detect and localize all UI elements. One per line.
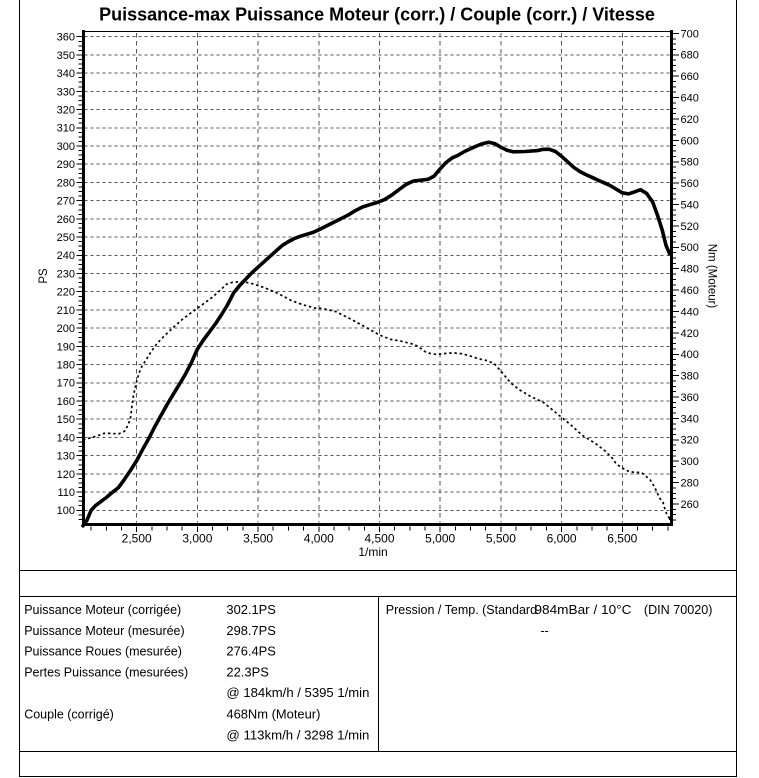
svg-text:170: 170: [57, 378, 75, 390]
svg-text:680: 680: [681, 50, 699, 62]
svg-text:140: 140: [57, 432, 75, 444]
svg-text:360: 360: [57, 32, 75, 44]
svg-text:984mBar / 10°C: 984mBar / 10°C: [535, 603, 632, 617]
svg-text:190: 190: [57, 341, 75, 353]
svg-text:6,500: 6,500: [607, 532, 637, 546]
svg-text:150: 150: [57, 414, 75, 426]
svg-text:3,000: 3,000: [182, 532, 212, 546]
svg-text:380: 380: [681, 371, 699, 383]
svg-text:620: 620: [681, 114, 699, 126]
svg-text:298.7PS: 298.7PS: [226, 624, 276, 638]
svg-text:660: 660: [681, 71, 699, 83]
svg-text:Couple (corrigé): Couple (corrigé): [24, 707, 114, 721]
svg-text:Puissance Roues (mesurée): Puissance Roues (mesurée): [24, 645, 182, 659]
svg-text:520: 520: [681, 221, 699, 233]
svg-text:320: 320: [681, 435, 699, 447]
svg-text:22.3PS: 22.3PS: [226, 665, 269, 679]
svg-text:PS: PS: [38, 268, 50, 284]
svg-text:240: 240: [57, 250, 75, 262]
svg-text:5,500: 5,500: [486, 532, 516, 546]
svg-text:100: 100: [57, 505, 75, 517]
svg-text:210: 210: [57, 305, 75, 317]
svg-text:350: 350: [57, 50, 75, 62]
svg-text:580: 580: [681, 157, 699, 169]
svg-text:1/min: 1/min: [358, 545, 387, 559]
svg-text:160: 160: [57, 396, 75, 408]
svg-text:Nm (Moteur): Nm (Moteur): [706, 244, 718, 309]
svg-text:560: 560: [681, 178, 699, 190]
svg-text:280: 280: [681, 478, 699, 490]
svg-text:468Nm (Moteur): 468Nm (Moteur): [226, 707, 320, 721]
svg-text:4,000: 4,000: [304, 532, 334, 546]
svg-text:270: 270: [57, 196, 75, 208]
svg-text:360: 360: [681, 392, 699, 404]
svg-text:180: 180: [57, 360, 75, 372]
svg-text:260: 260: [57, 214, 75, 226]
svg-text:260: 260: [681, 499, 699, 511]
svg-text:130: 130: [57, 451, 75, 463]
svg-text:5,000: 5,000: [425, 532, 455, 546]
svg-text:@ 184km/h / 5395 1/min: @ 184km/h / 5395 1/min: [226, 686, 369, 700]
svg-text:276.4PS: 276.4PS: [226, 645, 276, 659]
svg-text:2,500: 2,500: [122, 532, 152, 546]
svg-text:500: 500: [681, 242, 699, 254]
svg-text:3,500: 3,500: [243, 532, 273, 546]
svg-text:280: 280: [57, 177, 75, 189]
svg-text:120: 120: [57, 469, 75, 481]
svg-text:Pertes Puissance (mesurées): Pertes Puissance (mesurées): [24, 665, 188, 679]
svg-text:320: 320: [57, 105, 75, 117]
svg-text:440: 440: [681, 306, 699, 318]
svg-text:(DIN 70020): (DIN 70020): [644, 603, 713, 617]
svg-text:230: 230: [57, 268, 75, 280]
svg-text:640: 640: [681, 93, 699, 105]
svg-text:400: 400: [681, 349, 699, 361]
svg-text:420: 420: [681, 328, 699, 340]
svg-text:290: 290: [57, 159, 75, 171]
svg-text:Puissance-max Puissance Moteur: Puissance-max Puissance Moteur (corr.) /…: [99, 4, 655, 24]
svg-text:340: 340: [681, 413, 699, 425]
svg-text:Puissance Moteur (corrigée): Puissance Moteur (corrigée): [24, 603, 181, 617]
svg-text:Puissance Moteur (mesurée): Puissance Moteur (mesurée): [24, 624, 184, 638]
svg-text:302.1PS: 302.1PS: [226, 603, 276, 617]
svg-text:4,500: 4,500: [364, 532, 394, 546]
svg-text:700: 700: [681, 28, 699, 40]
svg-text:310: 310: [57, 123, 75, 135]
svg-text:480: 480: [681, 264, 699, 276]
svg-text:300: 300: [681, 456, 699, 468]
svg-text:110: 110: [57, 487, 75, 499]
svg-text:Pression / Temp. (Standard: Pression / Temp. (Standard: [386, 603, 537, 617]
svg-text:460: 460: [681, 285, 699, 297]
svg-text:330: 330: [57, 86, 75, 98]
svg-text:250: 250: [57, 232, 75, 244]
svg-text:@ 113km/h / 3298 1/min: @ 113km/h / 3298 1/min: [226, 729, 369, 743]
svg-text:600: 600: [681, 135, 699, 147]
svg-text:200: 200: [57, 323, 75, 335]
svg-text:340: 340: [57, 68, 75, 80]
svg-text:300: 300: [57, 141, 75, 153]
svg-text:6,000: 6,000: [547, 532, 577, 546]
svg-text:540: 540: [681, 199, 699, 211]
svg-text:220: 220: [57, 287, 75, 299]
svg-text:--: --: [540, 624, 548, 638]
